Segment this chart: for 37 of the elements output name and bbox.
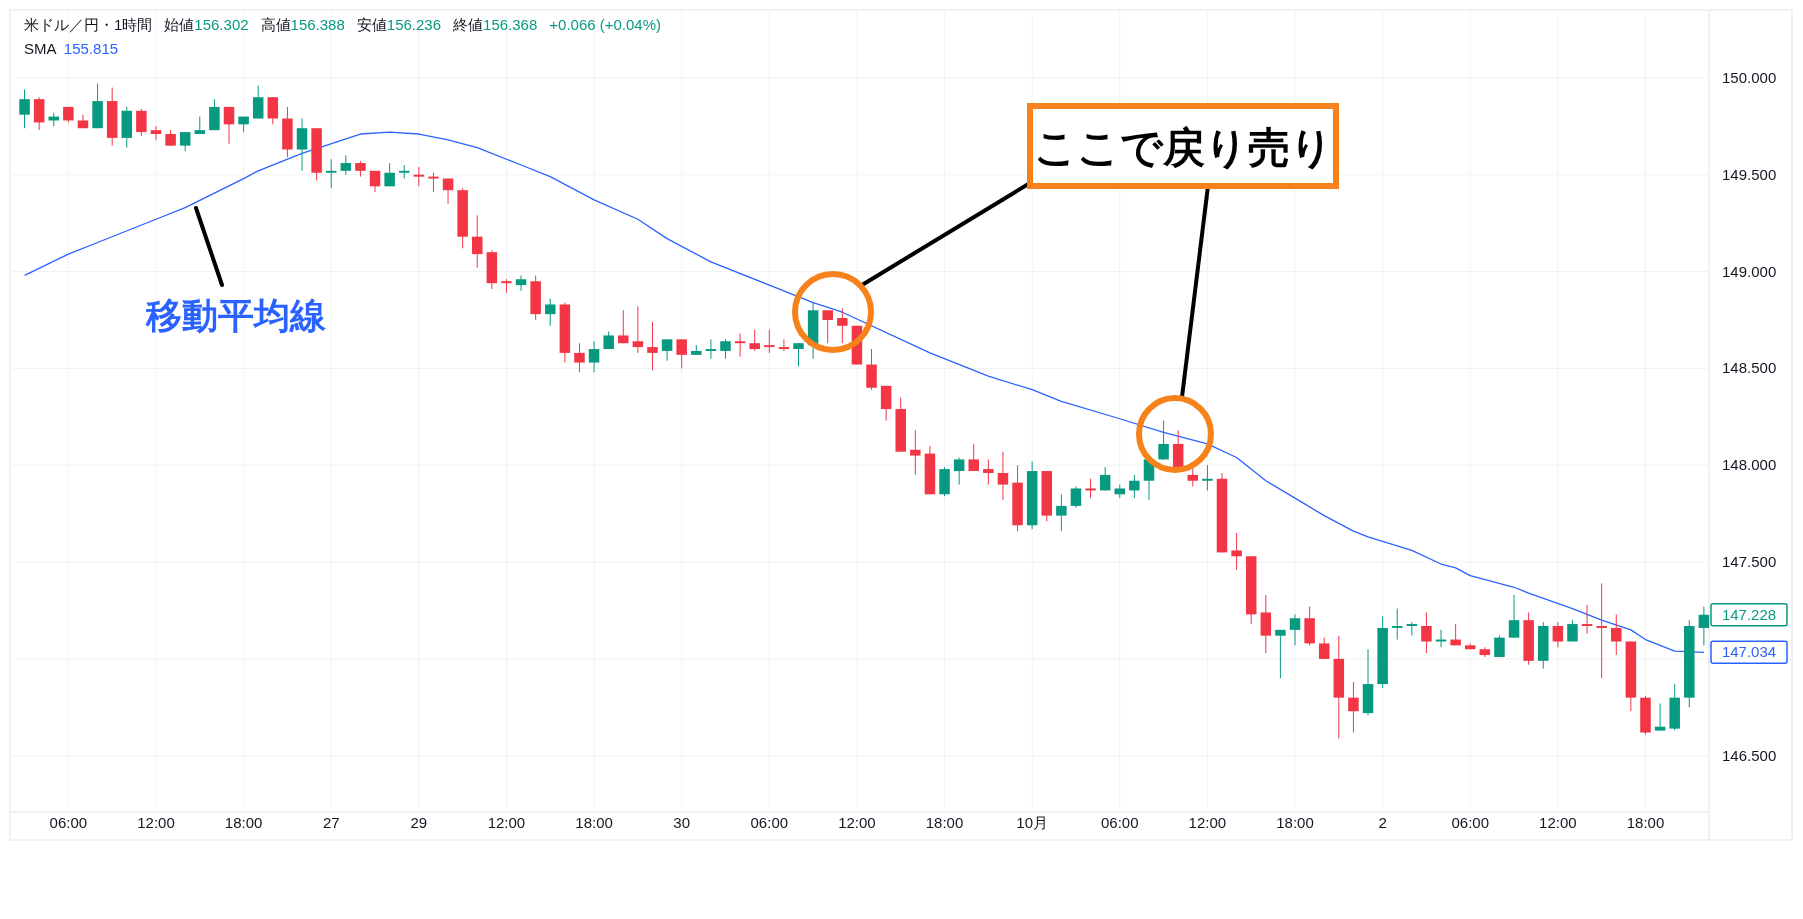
x-tick-label: 18:00 — [1276, 814, 1314, 831]
x-tick-label: 12:00 — [838, 814, 876, 831]
x-tick-label: 27 — [322, 814, 340, 831]
annotation: 始値156.302 — [164, 16, 249, 33]
x-tick-label: 06:00 — [1101, 814, 1139, 831]
chart-title: 米ドル／円・1時間 — [24, 16, 153, 33]
annotation: SMA 155.815 — [24, 40, 119, 57]
x-tick-label: 2 — [1378, 814, 1387, 831]
y-tick-label: 149.500 — [1722, 165, 1777, 183]
y-tick-label: 148.000 — [1722, 456, 1777, 474]
text: 147.228 — [1721, 605, 1777, 623]
x-tick-label: 10月 — [1016, 814, 1048, 831]
x-tick-label: 29 — [410, 814, 428, 831]
y-tick-label: 148.500 — [1722, 359, 1777, 377]
y-tick-label: 147.500 — [1722, 553, 1777, 571]
annotation: ここで戻り売り — [1033, 124, 1333, 171]
annotation: 安値156.236 — [356, 16, 442, 33]
x-tick-label: 18:00 — [1626, 814, 1665, 831]
x-tick-label: 06:00 — [1451, 814, 1490, 831]
y-tick-label: 146.500 — [1722, 746, 1777, 764]
y-tick-label: 150.000 — [1722, 68, 1777, 86]
annotation: +0.066 (+0.04%) — [549, 16, 662, 33]
x-tick-label: 12:00 — [487, 814, 526, 831]
x-tick-label: 12:00 — [1188, 814, 1227, 831]
x-tick-label: 06:00 — [750, 814, 789, 831]
annotation: 高値156.388 — [260, 16, 345, 33]
x-tick-label: 18:00 — [224, 814, 263, 831]
x-tick-label: 18:00 — [925, 814, 964, 831]
annotation: 移動平均線 — [145, 295, 327, 336]
y-tick-label: 149.000 — [1722, 262, 1777, 280]
x-tick-label: 12:00 — [1539, 814, 1577, 831]
x-tick-label: 18:00 — [575, 814, 613, 831]
x-tick-label: 12:00 — [137, 814, 175, 831]
text: 147.034 — [1721, 643, 1777, 661]
annotation: 終値156.368 — [452, 16, 538, 33]
x-tick-label: 06:00 — [49, 814, 88, 831]
x-tick-label: 30 — [673, 814, 691, 831]
